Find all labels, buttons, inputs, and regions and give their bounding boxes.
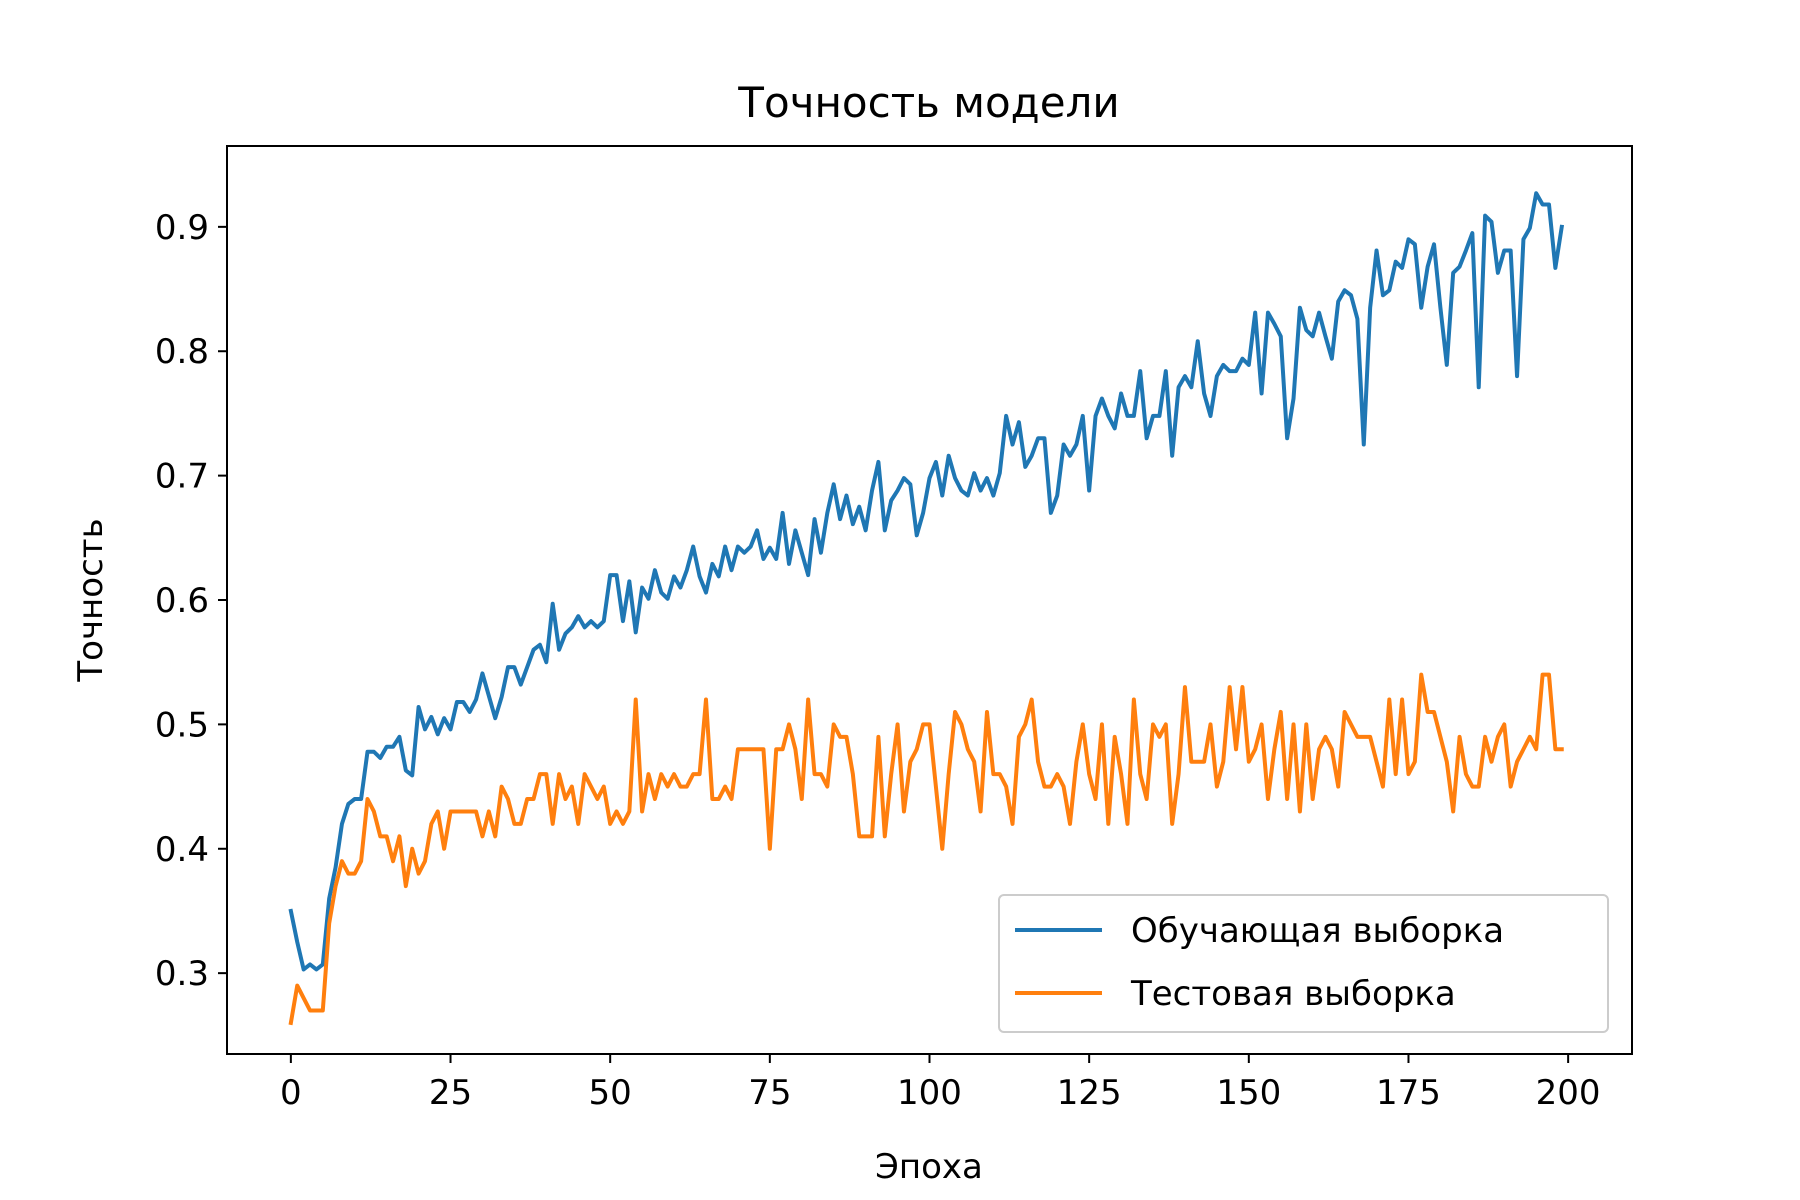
y-tick-label: 0.5 <box>155 705 209 745</box>
legend-label-train: Обучающая выборка <box>1131 911 1504 951</box>
y-axis-title: Точность <box>71 518 111 682</box>
x-tick-label: 175 <box>1376 1073 1441 1113</box>
x-axis-title: Эпоха <box>875 1147 983 1187</box>
x-tick-label: 125 <box>1057 1073 1122 1113</box>
y-tick-label: 0.3 <box>155 954 209 994</box>
y-tick-label: 0.8 <box>155 332 209 372</box>
x-tick-label: 25 <box>429 1073 472 1113</box>
y-tick-label: 0.6 <box>155 581 209 621</box>
y-tick-label: 0.7 <box>155 457 209 497</box>
series-line-test <box>288 672 1564 1026</box>
x-tick-label: 200 <box>1536 1073 1601 1113</box>
chart-title: Точность модели <box>737 78 1119 127</box>
x-axis: 0 25 50 75 100 125 150 175 200 <box>280 1054 1601 1113</box>
x-tick-label: 0 <box>280 1073 302 1113</box>
x-tick-label: 75 <box>748 1073 791 1113</box>
legend: Обучающая выборка Тестовая выборка <box>998 894 1609 1033</box>
y-tick-label: 0.9 <box>155 208 209 248</box>
legend-box <box>998 894 1609 1033</box>
legend-label-test: Тестовая выборка <box>1130 974 1456 1014</box>
x-tick-label: 50 <box>589 1073 632 1113</box>
x-tick-label: 100 <box>897 1073 962 1113</box>
y-tick-label: 0.4 <box>155 830 209 870</box>
x-tick-label: 150 <box>1216 1073 1281 1113</box>
y-axis: 0.3 0.4 0.5 0.6 0.7 0.8 0.9 <box>155 208 227 994</box>
series-line-train <box>288 191 1565 972</box>
